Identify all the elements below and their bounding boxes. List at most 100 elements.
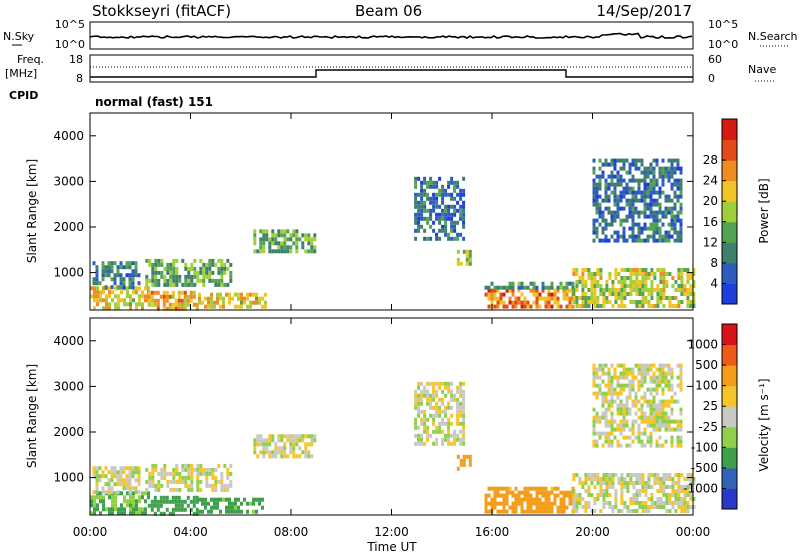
data-cell (517, 296, 521, 301)
data-cell (670, 411, 674, 416)
data-cell (644, 489, 648, 493)
data-cell (599, 304, 603, 308)
data-cell (101, 486, 105, 491)
data-cell (160, 471, 164, 476)
data-cell (667, 387, 671, 392)
data-cell (653, 473, 657, 477)
data-cell (607, 403, 611, 408)
x-tick-label: 20:00 (575, 525, 610, 539)
data-cell (613, 391, 617, 396)
data-cell (572, 288, 576, 292)
data-cell (93, 503, 96, 508)
data-cell (160, 262, 164, 267)
data-cell (459, 421, 463, 426)
data-cell (650, 473, 654, 477)
data-cell (499, 285, 503, 290)
data-cell (658, 170, 662, 175)
data-cell (625, 198, 629, 203)
data-cell (420, 196, 424, 201)
data-cell (614, 288, 618, 292)
data-cell (174, 499, 178, 504)
data-cell (637, 210, 641, 215)
data-cell (604, 234, 608, 239)
data-cell (116, 490, 120, 495)
data-cell (679, 202, 683, 207)
data-cell (423, 228, 427, 233)
data-cell (625, 419, 629, 424)
data-cell (587, 505, 591, 509)
data-cell (184, 278, 188, 283)
data-cell (175, 274, 179, 279)
data-cell (656, 292, 660, 296)
data-cell (113, 277, 117, 282)
data-cell (646, 363, 650, 368)
data-cell (616, 363, 620, 368)
data-cell (174, 503, 178, 508)
data-cell (223, 266, 227, 271)
data-cell (623, 288, 627, 292)
data-cell (620, 304, 624, 308)
data-cell (596, 300, 600, 304)
data-cell (277, 450, 281, 455)
data-cell (98, 478, 102, 483)
data-cell (679, 218, 683, 223)
data-cell (429, 200, 433, 205)
data-cell (171, 294, 175, 299)
data-cell (295, 438, 299, 443)
data-cell (493, 493, 497, 498)
data-cell (662, 292, 666, 296)
data-cell (420, 212, 424, 217)
data-cell (508, 490, 512, 495)
data-cell (496, 288, 500, 293)
data-cell (523, 509, 527, 514)
data-cell (692, 268, 696, 272)
data-cell (160, 467, 164, 472)
data-cell (671, 493, 675, 497)
data-cell (610, 218, 614, 223)
data-cell (659, 280, 663, 284)
data-cell (459, 216, 463, 221)
data-cell (673, 391, 677, 396)
data-cell (677, 284, 681, 288)
data-cell (450, 224, 454, 229)
data-cell (429, 381, 433, 386)
data-cell (653, 288, 657, 292)
data-cell (138, 298, 141, 303)
data-cell (602, 493, 606, 497)
data-cell (429, 397, 433, 402)
data-cell (228, 501, 231, 506)
data-cell (553, 486, 557, 491)
data-cell (426, 425, 430, 430)
data-cell (664, 423, 668, 428)
data-cell (131, 281, 135, 286)
data-cell (432, 381, 436, 386)
data-cell (423, 180, 427, 185)
data-cell (253, 233, 257, 238)
data-cell (453, 188, 457, 193)
data-cell (192, 495, 196, 500)
data-cell (128, 482, 132, 487)
data-cell (686, 477, 690, 481)
data-cell (144, 298, 147, 303)
data-cell (610, 375, 614, 380)
data-cell (178, 479, 182, 484)
data-cell (614, 300, 618, 304)
data-cell (562, 490, 566, 495)
data-cell (223, 487, 227, 492)
data-cell (304, 434, 308, 439)
data-cell (676, 423, 680, 428)
data-cell (426, 381, 430, 386)
data-cell (671, 505, 675, 509)
data-cell (444, 409, 448, 414)
data-cell (637, 178, 641, 183)
data-cell (616, 427, 620, 432)
data-cell (640, 190, 644, 195)
data-cell (286, 237, 290, 242)
data-cell (444, 385, 448, 390)
data-cell (649, 194, 653, 199)
data-cell (456, 437, 460, 442)
colorbar-tick-label: 12 (703, 235, 718, 249)
data-cell (670, 158, 674, 163)
data-cell (447, 232, 451, 237)
